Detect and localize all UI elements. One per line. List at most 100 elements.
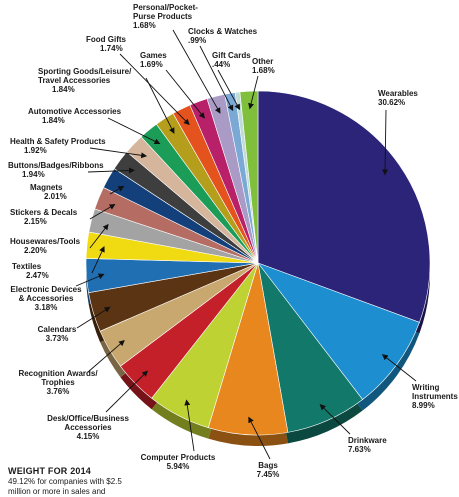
slice-name-label: Buttons/Badges/Ribbons (8, 161, 104, 170)
slice-name-label: Travel Accessories (38, 76, 111, 85)
slice-value-label: 3.73% (46, 334, 69, 343)
slice-name-label: Accessories (64, 423, 112, 432)
slice-name-label: Automotive Accessories (28, 107, 122, 116)
slice-label: Games 1.69% (140, 51, 167, 69)
leader-arrow (87, 167, 136, 174)
slice-name-label: Gift Cards (212, 51, 251, 60)
slice-value-label: 2.15% (24, 217, 47, 226)
slice-label: Housewares/Tools 2.20% (10, 237, 81, 255)
slice-name-label: Purse Products (133, 12, 193, 21)
slice-value-label: 8.99% (412, 401, 435, 410)
slice-label: Bags 7.45% (257, 461, 280, 479)
slice-name-label: Drinkware (348, 436, 387, 445)
slice-value-label: 4.15% (77, 432, 100, 441)
slice-name-label: Personal/Pocket- (133, 3, 198, 12)
slice-name-label: Recognition Awards/ (18, 369, 98, 378)
slice-value-label: 3.76% (47, 387, 70, 396)
footer-line-1: 49.12% for companies with $2.5 (8, 477, 122, 486)
slice-label: Wearables 30.62% (378, 89, 418, 107)
slice-name-label: Electronic Devices (10, 285, 82, 294)
slice-label: Calendars 3.73% (38, 325, 77, 343)
slice-label: Food Gifts 1.74% (86, 35, 127, 53)
slice-value-label: 1.68% (133, 21, 156, 30)
slice-label: Recognition Awards/Trophies 3.76% (18, 369, 98, 396)
slice-name-label: Stickers & Decals (10, 208, 78, 217)
slice-name-label: Magnets (30, 183, 63, 192)
leader-arrow (107, 117, 161, 145)
slice-value-label: 7.63% (348, 445, 371, 454)
leader-arrow (382, 109, 389, 176)
slice-value-label: 1.92% (24, 146, 47, 155)
leader-arrow (145, 77, 175, 134)
slice-name-label: Instruments (412, 392, 458, 401)
leader-arrow (217, 69, 241, 111)
slice-name-label: Textiles (12, 262, 42, 271)
leader-arrow (89, 204, 116, 220)
leader-arrow (89, 223, 109, 249)
slice-value-label: 1.69% (140, 60, 163, 69)
slice-value-label: .99% (188, 36, 206, 45)
pie-slice-other (239, 90, 259, 264)
slice-name-label: Games (140, 51, 167, 60)
slice-value-label: 1.94% (22, 170, 45, 179)
slice-label: Electronic Devices & Accessories 3.18% (10, 285, 82, 312)
footer-note: WEIGHT FOR 2014 49.12% for companies wit… (8, 466, 158, 496)
slice-name-label: Clocks & Watches (188, 27, 258, 36)
leader-arrow (319, 404, 351, 435)
pie-slice-writing-instruments (257, 262, 420, 400)
slice-label: Stickers & Decals 2.15% (10, 208, 78, 226)
slice-label: Desk/Office/Business Accessories 4.15% (47, 414, 129, 441)
slice-label: Other 1.68% (252, 57, 275, 75)
slice-name-label: & Accessories (19, 294, 74, 303)
leader-arrow (248, 416, 271, 460)
leader-arrow (172, 29, 221, 114)
slice-value-label: 1.68% (252, 66, 275, 75)
slice-value-label: 1.84% (52, 85, 75, 94)
slice-label: Magnets 2.01% (30, 183, 67, 201)
slice-name-label: Computer Products (141, 453, 216, 462)
slice-name-label: Food Gifts (86, 35, 127, 44)
pie-slice-wearables (257, 90, 431, 323)
slice-name-label: Bags (258, 461, 278, 470)
slice-name-label: Wearables (378, 89, 418, 98)
slice-name-label: Other (252, 57, 273, 66)
slice-value-label: 30.62% (378, 98, 405, 107)
footer-title: WEIGHT FOR 2014 (8, 466, 92, 476)
slice-label: Gift Cards .44% (212, 51, 251, 69)
slice-name-label: Sporting Goods/Leisure/ (38, 67, 132, 76)
slice-value-label: 1.84% (42, 116, 65, 125)
slice-value-label: 5.94% (167, 462, 190, 471)
slice-label: Health & Safety Products 1.92% (10, 137, 106, 155)
leader-arrow (105, 370, 149, 413)
slice-value-label: 7.45% (257, 470, 280, 479)
leader-arrow (91, 246, 105, 274)
slice-name-label: Health & Safety Products (10, 137, 106, 146)
slice-label: Computer Products 5.94% (141, 453, 216, 471)
slice-name-label: Desk/Office/Business (47, 414, 129, 423)
slice-label: Personal/Pocket-Purse Products 1.68% (133, 3, 198, 30)
slice-value-label: 2.47% (26, 271, 49, 280)
leader-arrow (184, 399, 195, 452)
leader-arrow (165, 69, 205, 119)
slice-label: Drinkware 7.63% (348, 436, 387, 454)
leader-arrow (248, 75, 259, 110)
leader-arrow (89, 147, 148, 159)
footer-line-2: million or more in sales and (8, 487, 106, 496)
slice-label: Writing Instruments 8.99% (412, 383, 458, 410)
slice-name-label: Calendars (38, 325, 77, 334)
leader-arrow (76, 306, 111, 329)
leader-arrow (381, 354, 417, 382)
slice-name-label: Trophies (41, 378, 75, 387)
slice-label: Clocks & Watches .99% (188, 27, 258, 45)
slice-value-label: 3.18% (35, 303, 58, 312)
slice-label: Textiles 2.47% (12, 262, 49, 280)
slice-value-label: 2.20% (24, 246, 47, 255)
slice-value-label: 1.74% (100, 44, 123, 53)
leader-arrow (75, 273, 105, 287)
slice-label: Buttons/Badges/Ribbons 1.94% (8, 161, 104, 179)
leader-arrow (87, 340, 125, 373)
slice-name-label: Housewares/Tools (10, 237, 81, 246)
leader-arrow (199, 45, 234, 112)
leader-arrow (109, 185, 125, 195)
